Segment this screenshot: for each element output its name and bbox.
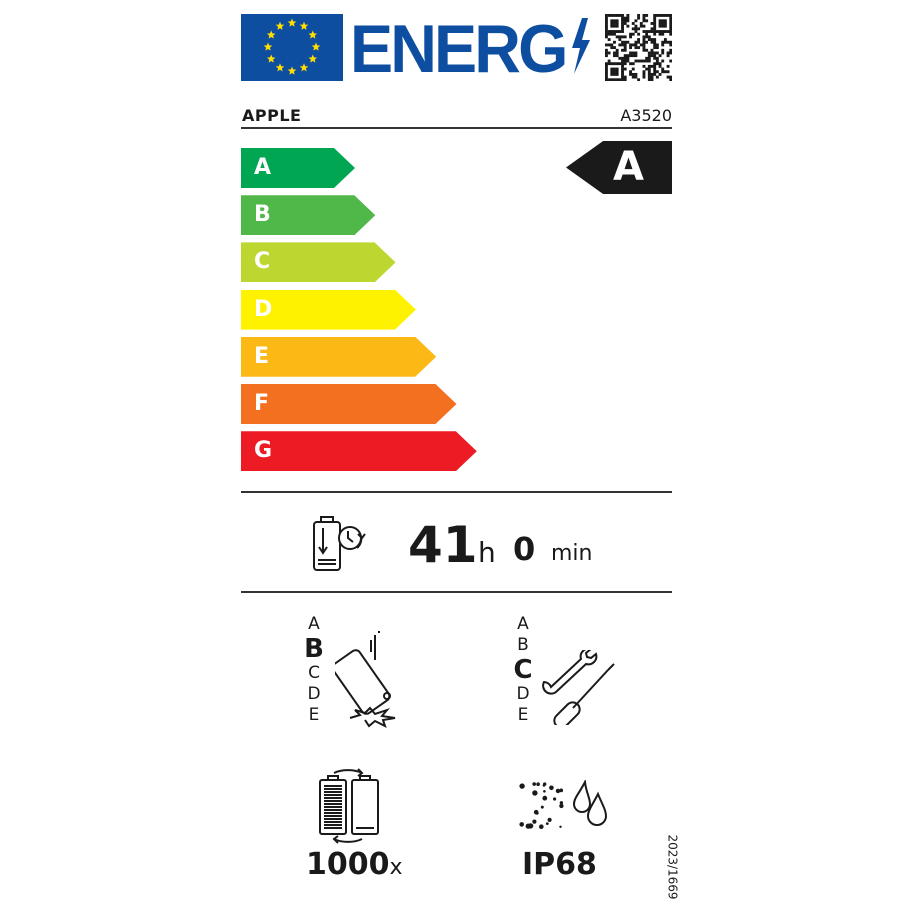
energy-class-bar-b: B: [241, 195, 376, 236]
energy-class-letter: F: [254, 391, 270, 416]
eu-star-icon: [287, 18, 297, 27]
energy-class-bar-e: E: [241, 336, 437, 377]
eu-star-icon: [275, 21, 285, 30]
class-letter-c: C: [308, 663, 320, 683]
battery-cycles-icon: [319, 768, 379, 844]
energy-class-value: A: [613, 144, 644, 190]
minutes-unit: min: [551, 541, 593, 566]
eu-star-icon: [299, 63, 309, 72]
energy-title: ENERG: [350, 11, 568, 87]
cycles-unit: x: [389, 855, 403, 880]
energy-class-bar-f: F: [241, 384, 457, 424]
divider: [241, 491, 672, 493]
ip-rating: IP68: [522, 847, 597, 882]
energy-class-bar-g: G: [241, 431, 477, 472]
energy-class-letter: A: [254, 155, 272, 180]
energy-class-letter: B: [254, 202, 271, 228]
dust-water-icon: [519, 780, 608, 829]
class-letter-d: D: [307, 684, 321, 704]
eu-star-icon: [266, 30, 276, 39]
class-letter-e: E: [517, 705, 529, 725]
cycles-value: 1000: [306, 847, 390, 882]
class-letter-a: A: [517, 614, 529, 634]
eu-star-icon: [266, 54, 276, 63]
supplier-name: APPLE: [242, 106, 302, 125]
eu-star-icon: [263, 42, 273, 51]
eu-star-icon: [287, 66, 297, 75]
class-letter-c: C: [513, 655, 533, 685]
repair-tools-icon: [542, 650, 615, 725]
battery-endurance-icon: [313, 516, 366, 571]
model-identifier: A3520: [620, 106, 672, 125]
energy-class-indicator: A: [566, 141, 672, 194]
hours-unit: h: [478, 536, 496, 569]
energy-class-letter: G: [254, 438, 273, 464]
eu-flag-icon: [241, 14, 343, 81]
regulation-number: 2023/1669: [665, 834, 680, 900]
energy-class-bar-a: A: [241, 148, 355, 188]
class-letter-a: A: [308, 614, 320, 634]
phone-drop-icon: [335, 631, 396, 728]
energy-class-letter: C: [254, 249, 271, 275]
eu-star-icon: [308, 30, 318, 39]
energy-class-letter: E: [254, 343, 270, 369]
eu-star-icon: [299, 21, 309, 30]
eu-star-icon: [311, 42, 321, 51]
battery-hours: 41: [408, 516, 478, 574]
divider: [241, 127, 672, 129]
battery-minutes: 0: [513, 530, 536, 568]
energy-class-letter: D: [254, 296, 273, 322]
energy-class-bar-d: D: [241, 289, 416, 330]
qr-code-icon[interactable]: [605, 14, 672, 81]
divider: [241, 591, 672, 593]
energy-class-bar-c: C: [241, 242, 396, 283]
lightning-icon: [572, 18, 590, 74]
class-letter-d: D: [516, 684, 530, 704]
class-letter-b: B: [517, 635, 529, 655]
eu-star-icon: [275, 63, 285, 72]
eu-star-icon: [308, 54, 318, 63]
class-letter-b: B: [304, 634, 324, 664]
battery-cycles: 1000x: [306, 847, 403, 882]
class-letter-e: E: [308, 705, 320, 725]
